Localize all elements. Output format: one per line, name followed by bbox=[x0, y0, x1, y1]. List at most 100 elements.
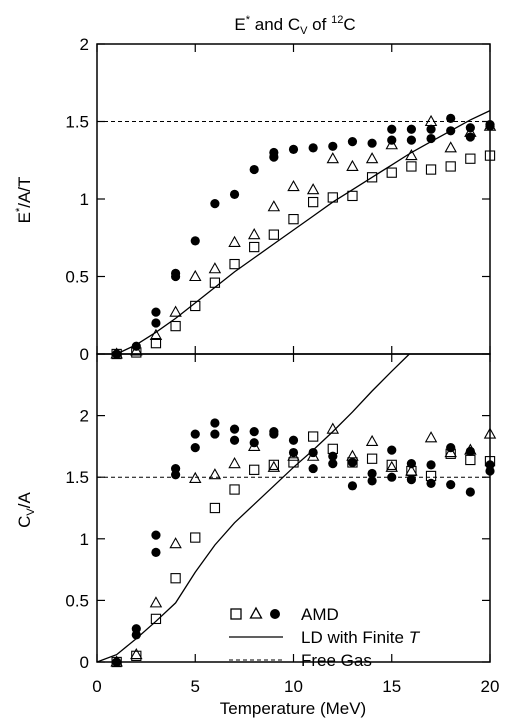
x-tick-label: 10 bbox=[284, 677, 303, 696]
top-panel-amd-square-point bbox=[347, 190, 358, 202]
bottom-panel-amd-triangle-point bbox=[365, 434, 379, 447]
top-panel-amd-triangle-point bbox=[385, 138, 398, 150]
top-panel-amd-circle-point bbox=[426, 124, 436, 134]
x-tick-label: 20 bbox=[481, 677, 500, 696]
top-panel-amd-triangle-point bbox=[424, 114, 438, 127]
top-panel-amd-square-point bbox=[209, 277, 221, 288]
bottom-panel-amd-square-point bbox=[445, 448, 456, 459]
top-panel-ytick-label: 1 bbox=[80, 190, 89, 209]
legend-amd-label: AMD bbox=[301, 605, 339, 624]
legend-free-gas-label: Free Gas bbox=[301, 651, 372, 670]
bottom-panel-amd-circle-point bbox=[367, 476, 377, 486]
top-panel-amd-square-point bbox=[150, 337, 162, 349]
top-panel-ld-curve bbox=[116, 110, 491, 355]
bottom-panel-amd-triangle-point bbox=[267, 460, 281, 472]
bottom-panel-amd-circle-point bbox=[190, 429, 200, 439]
bottom-panel-amd-triangle-point bbox=[208, 468, 222, 480]
top-panel-amd-circle-point bbox=[347, 137, 358, 147]
legend-square-marker bbox=[230, 608, 242, 620]
top-panel-amd-circle-point bbox=[406, 135, 416, 145]
top-panel-amd-square-point bbox=[484, 150, 496, 161]
bottom-panel-amd-triangle-point bbox=[405, 464, 418, 476]
top-panel-amd-square-point bbox=[268, 229, 279, 240]
bottom-panel-amd-square-point bbox=[229, 484, 240, 495]
top-panel-amd-square-point bbox=[307, 196, 319, 208]
top-panel-amd-triangle-point bbox=[267, 200, 281, 212]
top-panel-ytick-label: 0.5 bbox=[65, 268, 89, 287]
x-tick-label: 5 bbox=[191, 677, 200, 696]
bottom-panel-amd-square-point bbox=[307, 431, 319, 442]
top-panel-amd-circle-point bbox=[465, 132, 475, 142]
bottom-panel-amd-circle-point bbox=[229, 435, 240, 445]
top-panel-amd-square-point bbox=[406, 161, 417, 172]
top-panel-amd-circle-point bbox=[406, 124, 416, 134]
bottom-panel-amd-square-point bbox=[327, 443, 338, 455]
bottom-panel-amd-square-point bbox=[484, 456, 496, 467]
bottom-panel-amd-circle-point bbox=[288, 435, 299, 445]
bottom-panel-amd-circle-point bbox=[308, 463, 318, 474]
bottom-panel-amd-square-point bbox=[386, 459, 397, 471]
x-tick-label: 15 bbox=[382, 677, 401, 696]
bottom-panel-amd-circle-point bbox=[367, 468, 377, 479]
top-panel-amd-circle-point bbox=[269, 152, 279, 162]
bottom-panel-amd-circle-point bbox=[131, 624, 141, 634]
bottom-panel-frame bbox=[96, 353, 491, 663]
top-panel-ylabel: E*/A/T bbox=[14, 177, 34, 224]
top-panel-amd-circle-point bbox=[249, 164, 259, 175]
x-axis-label: Temperature (MeV) bbox=[220, 699, 366, 718]
top-panel-amd-triangle-point bbox=[130, 344, 143, 356]
top-panel-amd-circle-point bbox=[151, 318, 161, 328]
bottom-panel-amd-triangle-point bbox=[149, 596, 163, 608]
bottom-panel-amd-square-point bbox=[465, 454, 476, 466]
bottom-panel-amd-circle-point bbox=[406, 475, 416, 485]
bottom-panel-amd-circle-point bbox=[171, 470, 181, 480]
bottom-panel-amd-triangle-point bbox=[464, 443, 477, 455]
bottom-panel-amd-triangle-point bbox=[385, 460, 398, 472]
bottom-panel-amd-square-point bbox=[209, 502, 221, 514]
bottom-panel-amd-circle-point bbox=[328, 459, 338, 469]
top-panel-amd-triangle-point bbox=[287, 179, 300, 192]
bottom-panel-amd-square-point bbox=[288, 457, 299, 468]
bottom-panel-amd-triangle-point bbox=[326, 422, 340, 434]
bottom-panel-amd-triangle-point bbox=[228, 457, 241, 469]
bottom-panel-amd-square-point bbox=[190, 532, 201, 543]
bottom-panel-amd-square-point bbox=[150, 613, 162, 625]
top-panel-amd-triangle-point bbox=[208, 262, 222, 274]
bottom-panel-amd-circle-point bbox=[210, 418, 220, 428]
bottom-panel-ytick-label: 0.5 bbox=[65, 591, 89, 610]
legend: AMD LD with Finite T Free Gas bbox=[229, 605, 421, 670]
legend-circle-marker bbox=[270, 609, 280, 619]
bottom-panel-amd-triangle-point bbox=[444, 445, 457, 458]
legend-triangle-marker bbox=[249, 606, 263, 619]
bottom-panel-amd-square-point bbox=[268, 459, 279, 471]
bottom-panel-ld-curve bbox=[96, 353, 410, 663]
bottom-panel-amd-circle-point bbox=[269, 427, 279, 437]
bottom-panel-amd-square-point bbox=[249, 464, 260, 475]
top-panel-amd-circle-point bbox=[229, 189, 240, 199]
bottom-panel-amd-circle-point bbox=[249, 427, 259, 437]
top-panel-amd-square-point bbox=[249, 241, 260, 253]
bottom-panel-amd-triangle-point bbox=[110, 655, 123, 667]
top-panel-amd-circle-point bbox=[367, 138, 377, 148]
top-panel-amd-square-point bbox=[327, 192, 338, 203]
bottom-panel-ylabel: CV/A bbox=[15, 491, 37, 527]
bottom-panel-amd-triangle-point bbox=[346, 449, 359, 461]
top-panel-amd-circle-point bbox=[387, 124, 397, 134]
bottom-panel-amd-circle-point bbox=[210, 429, 220, 439]
top-panel-amd-square-point bbox=[170, 320, 181, 332]
top-panel-amd-square-point bbox=[465, 153, 476, 164]
top-panel-amd-square-point bbox=[131, 347, 142, 358]
top-panel-amd-circle-point bbox=[328, 141, 338, 151]
top-panel-amd-triangle-point bbox=[326, 152, 340, 164]
top-panel-amd-triangle-point bbox=[247, 228, 261, 240]
bottom-panel-ytick-label: 0 bbox=[80, 653, 89, 672]
top-panel-amd-circle-point bbox=[446, 113, 456, 123]
top-panel-amd-square-point bbox=[366, 172, 378, 183]
top-panel-amd-triangle-point bbox=[346, 159, 359, 171]
top-panel-amd-triangle-point bbox=[189, 269, 202, 282]
top-panel-amd-circle-point bbox=[426, 133, 436, 144]
top-panel-amd-square-point bbox=[288, 214, 299, 225]
top-panel-ytick-label: 2 bbox=[80, 35, 89, 54]
bottom-panel-amd-circle-point bbox=[151, 547, 161, 557]
